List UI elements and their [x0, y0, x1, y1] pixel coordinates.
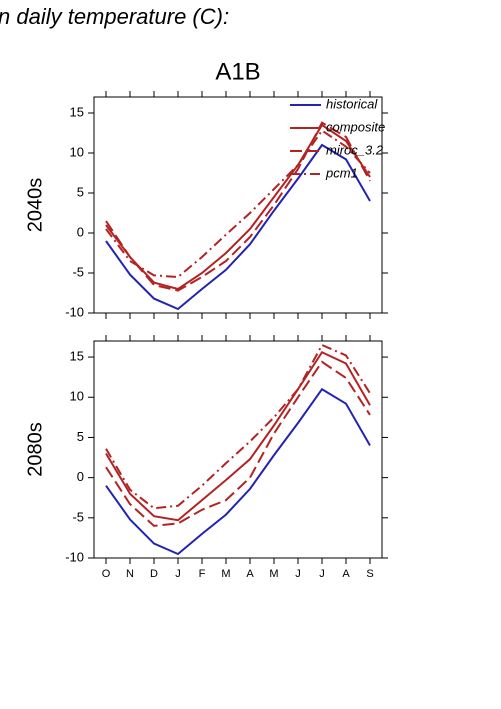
- plot-frame: [93, 340, 383, 559]
- legend-label: pcm1: [325, 165, 358, 180]
- y-tick-label: -5: [72, 264, 84, 279]
- y-axis-label: 2040s: [24, 178, 46, 233]
- series-line: [105, 350, 371, 522]
- y-tick-label: 0: [77, 224, 84, 239]
- series-line: [105, 387, 371, 556]
- y-tick-label: 5: [77, 184, 84, 199]
- y-tick-label: 10: [70, 389, 84, 404]
- x-tick-label: D: [150, 568, 158, 580]
- y-tick-label: 15: [70, 349, 84, 364]
- plot-frame: [93, 96, 383, 314]
- x-tick-label: S: [366, 568, 373, 580]
- y-tick-label: 0: [77, 469, 84, 484]
- series-line: [105, 360, 371, 527]
- series-line: [105, 143, 371, 311]
- legend-label: composite: [326, 119, 385, 134]
- x-tick-label: J: [175, 568, 181, 580]
- series-line: [105, 121, 371, 292]
- x-tick-label: J: [295, 568, 301, 580]
- y-tick-label: 15: [70, 104, 84, 119]
- legend-label: historical: [326, 96, 378, 111]
- x-tick-label: N: [126, 568, 134, 580]
- page-title: n daily temperature (C):: [0, 4, 229, 29]
- y-axis-label: 2080s: [24, 422, 46, 477]
- y-tick-label: 10: [70, 144, 84, 159]
- legend-label: miroc_3.2: [326, 142, 384, 157]
- x-tick-label: M: [221, 568, 230, 580]
- x-tick-label: F: [199, 568, 206, 580]
- series-line: [105, 123, 371, 291]
- x-tick-label: A: [342, 568, 350, 580]
- y-tick-label: -10: [65, 549, 84, 564]
- y-tick-label: 5: [77, 429, 84, 444]
- x-tick-label: J: [319, 568, 325, 580]
- series-line: [105, 343, 371, 510]
- x-tick-label: O: [102, 568, 111, 580]
- series-line: [105, 129, 371, 279]
- x-tick-label: A: [246, 568, 254, 580]
- x-tick-label: M: [269, 568, 278, 580]
- y-tick-label: -10: [65, 304, 84, 319]
- chart-title: A1B: [215, 58, 260, 85]
- y-tick-label: -5: [72, 509, 84, 524]
